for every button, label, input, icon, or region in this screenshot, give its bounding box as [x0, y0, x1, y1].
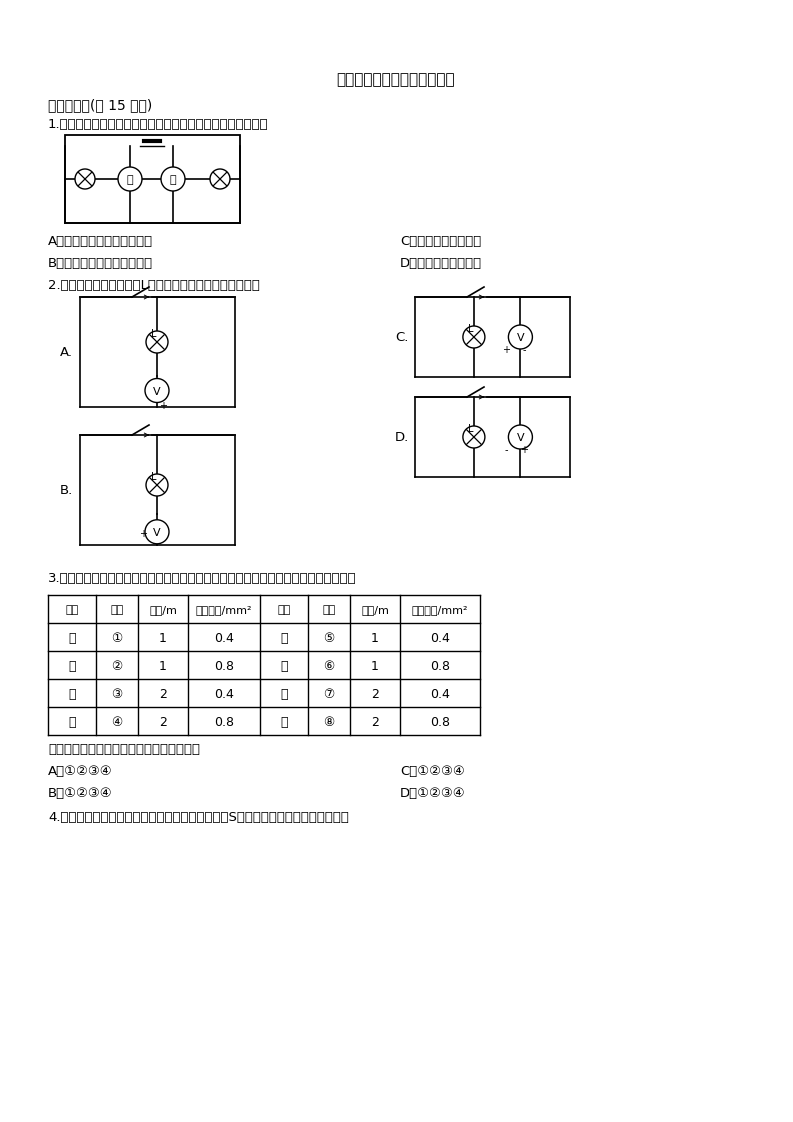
Text: C.: C.: [395, 331, 408, 343]
Text: 铬: 铬: [68, 660, 76, 672]
Text: 镍: 镍: [68, 632, 76, 644]
Text: A．①②③④: A．①②③④: [48, 765, 113, 778]
Circle shape: [210, 169, 230, 188]
Text: 1: 1: [371, 660, 379, 672]
Text: ②: ②: [111, 660, 123, 672]
Circle shape: [161, 167, 185, 191]
Text: 乙: 乙: [127, 175, 133, 185]
Circle shape: [146, 473, 168, 496]
Text: 横截面积/mm²: 横截面积/mm²: [412, 605, 468, 615]
Circle shape: [146, 331, 168, 353]
Text: 2: 2: [371, 688, 379, 700]
Text: A．甲为电流表，乙为电压表: A．甲为电流表，乙为电压表: [48, 234, 153, 248]
Text: 1: 1: [159, 660, 167, 672]
Text: V: V: [153, 527, 161, 537]
Text: ④: ④: [111, 716, 123, 728]
Text: 0.8: 0.8: [214, 716, 234, 728]
Text: 金: 金: [68, 716, 76, 728]
Text: 材料: 材料: [65, 605, 79, 615]
Text: +: +: [503, 344, 511, 355]
Circle shape: [145, 378, 169, 403]
Text: 1.图中各电路元件的连接均正确，甲、乙为两个电表，则（）: 1.图中各电路元件的连接均正确，甲、乙为两个电表，则（）: [48, 118, 269, 131]
Text: 编号: 编号: [323, 605, 335, 615]
Text: 0.8: 0.8: [214, 660, 234, 672]
Text: 0.4: 0.4: [214, 688, 234, 700]
Text: ③: ③: [111, 688, 123, 700]
Circle shape: [463, 327, 485, 348]
Text: 铜: 铜: [280, 660, 288, 672]
Bar: [65, 135, 240, 223]
Text: 2.图中要用电压表测量灯L两端的电压，正确的接法是（）: 2.图中要用电压表测量灯L两端的电压，正确的接法是（）: [48, 279, 260, 292]
Text: -: -: [523, 344, 526, 355]
Circle shape: [508, 325, 532, 349]
Text: 材料: 材料: [278, 605, 290, 615]
Text: L: L: [468, 324, 473, 334]
Text: 4.如图所示的电路中，甲、乙是两只电表．当开关S闭合后，要使两灯串联，则（）: 4.如图所示的电路中，甲、乙是两只电表．当开关S闭合后，要使两灯串联，则（）: [48, 811, 349, 824]
Text: 编号: 编号: [110, 605, 124, 615]
Text: V: V: [153, 386, 161, 396]
Text: V: V: [516, 433, 524, 443]
Circle shape: [508, 425, 532, 449]
Text: L: L: [151, 472, 157, 482]
Text: 2: 2: [371, 716, 379, 728]
Text: 横截面积/mm²: 横截面积/mm²: [196, 605, 252, 615]
Text: ①: ①: [111, 632, 123, 644]
Text: 合: 合: [68, 688, 76, 700]
Text: C．甲、乙都为电流表: C．甲、乙都为电流表: [400, 234, 481, 248]
Text: C．①②③④: C．①②③④: [400, 765, 465, 778]
Circle shape: [463, 426, 485, 448]
Text: 甲: 甲: [170, 175, 176, 185]
Text: 0.4: 0.4: [430, 632, 450, 644]
Text: D．甲、乙都为电压表: D．甲、乙都为电压表: [400, 257, 482, 270]
Text: 0.8: 0.8: [430, 716, 450, 728]
Text: ⑤: ⑤: [324, 632, 335, 644]
Text: +: +: [520, 445, 528, 456]
Text: ⑦: ⑦: [324, 688, 335, 700]
Circle shape: [75, 169, 95, 188]
Text: ⑥: ⑥: [324, 660, 335, 672]
Text: 你认为下面对导体选择最合理的一组是（）: 你认为下面对导体选择最合理的一组是（）: [48, 743, 200, 756]
Text: 0.8: 0.8: [430, 660, 450, 672]
Text: 第十六章《电压电阻》测试卷: 第十六章《电压电阻》测试卷: [337, 72, 455, 88]
Text: 1: 1: [371, 632, 379, 644]
Text: L: L: [468, 424, 473, 434]
Text: 2: 2: [159, 688, 167, 700]
Text: 一、单选题(供 15 小题): 一、单选题(供 15 小题): [48, 98, 152, 112]
Text: V: V: [516, 333, 524, 343]
Text: +: +: [159, 401, 167, 411]
Circle shape: [145, 519, 169, 544]
Text: 金: 金: [280, 716, 288, 728]
Text: 3.用实验研究导体的材料、长度、横截面积对电阻的影响时，供选择的导线规格如表：: 3.用实验研究导体的材料、长度、横截面积对电阻的影响时，供选择的导线规格如表：: [48, 572, 357, 585]
Circle shape: [118, 167, 142, 191]
Text: B.: B.: [60, 484, 73, 497]
Text: L: L: [151, 329, 157, 339]
Text: B．甲为电压表，乙为电流表: B．甲为电压表，乙为电流表: [48, 257, 153, 270]
Text: ⑧: ⑧: [324, 716, 335, 728]
Text: 0.4: 0.4: [430, 688, 450, 700]
Text: 锰: 锰: [280, 632, 288, 644]
Text: A.: A.: [60, 346, 73, 359]
Text: -: -: [504, 445, 508, 456]
Text: 长度/m: 长度/m: [149, 605, 177, 615]
Text: D．①②③④: D．①②③④: [400, 787, 465, 800]
Text: 0.4: 0.4: [214, 632, 234, 644]
Text: 合: 合: [280, 688, 288, 700]
Text: +: +: [139, 528, 147, 539]
Text: 2: 2: [159, 716, 167, 728]
Text: 1: 1: [159, 632, 167, 644]
Text: D.: D.: [395, 431, 409, 443]
Text: 长度/m: 长度/m: [361, 605, 389, 615]
Text: B．①②③④: B．①②③④: [48, 787, 113, 800]
